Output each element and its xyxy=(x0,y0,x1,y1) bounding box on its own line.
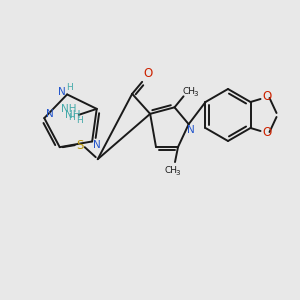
Text: N: N xyxy=(46,109,54,119)
Text: O: O xyxy=(262,127,271,140)
Text: H: H xyxy=(68,113,75,122)
Text: O: O xyxy=(262,91,271,103)
Text: CH: CH xyxy=(182,87,195,96)
Text: 3: 3 xyxy=(176,170,180,176)
Text: NH: NH xyxy=(61,104,76,114)
Text: CH: CH xyxy=(164,166,178,175)
Text: 3: 3 xyxy=(193,91,198,97)
Text: H: H xyxy=(66,83,73,92)
Text: N: N xyxy=(93,140,101,151)
Text: H: H xyxy=(76,116,83,125)
Text: N: N xyxy=(58,87,66,98)
Text: NH: NH xyxy=(65,110,80,120)
Text: O: O xyxy=(143,68,153,80)
Text: N: N xyxy=(187,125,194,135)
Text: S: S xyxy=(76,139,83,152)
